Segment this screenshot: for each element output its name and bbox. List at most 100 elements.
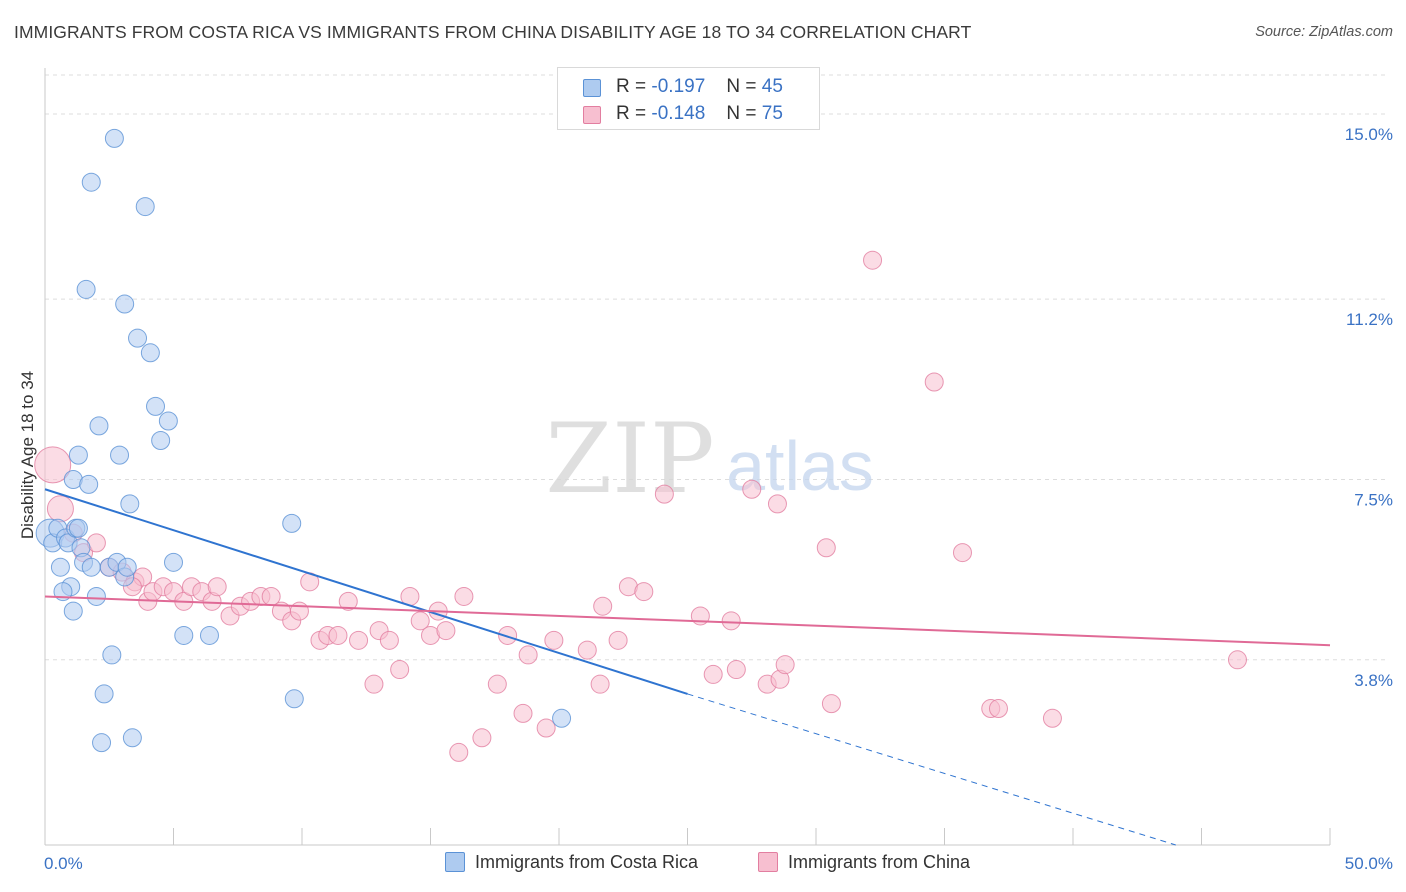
correlation-legend: R = -0.197 N = 45 R = -0.148 N = 75	[557, 67, 820, 130]
costa-rica-point	[68, 445, 88, 465]
legend-n-value-china: 75	[761, 103, 783, 124]
costa-rica-point	[120, 494, 140, 514]
costa-rica-point	[117, 557, 137, 577]
china-point	[518, 645, 538, 665]
china-point	[390, 660, 410, 680]
costa-rica-point	[146, 396, 166, 416]
grid-lines	[45, 74, 1385, 661]
china-point	[816, 538, 836, 558]
legend-n-label: N =	[726, 76, 757, 97]
china-point	[593, 596, 613, 616]
costa-rica-point	[128, 328, 148, 348]
china-point	[34, 446, 72, 484]
blue-swatch	[583, 79, 601, 97]
pink-swatch	[583, 106, 601, 124]
costa-rica-point	[164, 552, 183, 572]
china-point	[654, 484, 674, 504]
legend-r-label: R =	[616, 103, 647, 124]
china-trend-line	[44, 595, 1331, 647]
y-tick-label: 15.0%	[1345, 125, 1393, 144]
chart-title: IMMIGRANTS FROM COSTA RICA VS IMMIGRANTS…	[14, 22, 972, 42]
costa-rica-point	[76, 279, 96, 299]
costa-rica-point	[92, 733, 112, 753]
x-tick-label: 0.0%	[44, 854, 83, 873]
costa-rica-point	[94, 684, 114, 704]
china-points	[34, 250, 1247, 762]
china-point	[767, 494, 787, 514]
china-point	[364, 674, 384, 694]
costa-rica-point	[102, 645, 122, 665]
y-tick-label: 3.8%	[1354, 671, 1393, 690]
legend-r-label: R =	[616, 76, 647, 97]
china-point	[721, 611, 741, 631]
china-point	[544, 630, 564, 650]
blue-square-icon	[445, 852, 465, 872]
costa-rica-point	[81, 172, 101, 192]
costa-rica-point	[86, 586, 106, 606]
costa-rica-point	[174, 625, 194, 645]
y-axis-label: Disability Age 18 to 34	[18, 371, 37, 539]
costa-rica-point	[104, 128, 124, 148]
china-point	[472, 728, 492, 748]
costa-rica-point	[68, 518, 88, 538]
china-point	[349, 630, 369, 650]
costa-rica-point	[89, 416, 109, 436]
costa-rica-point	[122, 728, 142, 748]
costa-rica-point	[79, 474, 99, 494]
china-point	[338, 591, 358, 611]
y-tick-label: 7.5%	[1354, 490, 1393, 509]
series-legend-costa-rica[interactable]: Immigrants from Costa Rica	[445, 852, 698, 873]
china-point	[924, 372, 944, 392]
costa-rica-point	[50, 557, 70, 577]
china-point	[775, 655, 795, 675]
costa-rica-point	[110, 445, 130, 465]
china-point	[863, 250, 883, 270]
china-point	[703, 664, 723, 684]
china-point	[590, 674, 610, 694]
costa-rica-point	[135, 197, 155, 217]
china-point	[1227, 650, 1247, 670]
legend-r-value-china: -0.148	[651, 103, 706, 124]
legend-n-value-costa-rica: 45	[761, 76, 783, 97]
costa-rica-point	[151, 431, 171, 451]
china-point	[487, 674, 507, 694]
china-point	[207, 577, 227, 597]
china-point	[513, 703, 533, 723]
trend-lines	[44, 488, 1331, 846]
china-point	[726, 660, 746, 680]
china-point	[952, 543, 972, 563]
china-point	[328, 625, 348, 645]
china-point	[988, 699, 1008, 719]
tick-labels: 3.8% 7.5% 11.2% 15.0% 0.0% 50.0%	[44, 125, 1393, 873]
costa-rica-trend-line	[44, 488, 688, 695]
china-point	[410, 611, 430, 631]
source-label: Source: ZipAtlas.com	[1255, 24, 1393, 40]
costa-rica-point	[552, 708, 572, 728]
costa-rica-points	[35, 128, 572, 753]
series-name-china: Immigrants from China	[788, 852, 971, 872]
series-legend-china[interactable]: Immigrants from China	[758, 852, 970, 873]
china-point	[449, 742, 469, 762]
costa-rica-point	[140, 343, 160, 363]
china-point	[577, 640, 597, 660]
legend-n-label: N =	[726, 103, 757, 124]
watermark: ZIP atlas	[545, 403, 874, 515]
costa-rica-point	[81, 557, 101, 577]
china-point	[498, 625, 518, 645]
x-tick-label: 50.0%	[1345, 854, 1393, 873]
costa-rica-point	[284, 689, 304, 709]
china-point	[454, 586, 474, 606]
china-point	[379, 630, 399, 650]
costa-rica-point	[158, 411, 178, 431]
china-point	[1042, 708, 1062, 728]
china-point	[289, 601, 309, 621]
china-point	[821, 694, 841, 714]
costa-rica-point	[63, 601, 83, 621]
y-tick-label: 11.2%	[1346, 310, 1393, 329]
costa-rica-point	[282, 513, 302, 533]
china-point	[46, 495, 74, 523]
pink-square-icon	[758, 852, 778, 872]
costa-rica-point	[115, 294, 135, 314]
costa-rica-trend-line-extension	[687, 693, 1176, 846]
